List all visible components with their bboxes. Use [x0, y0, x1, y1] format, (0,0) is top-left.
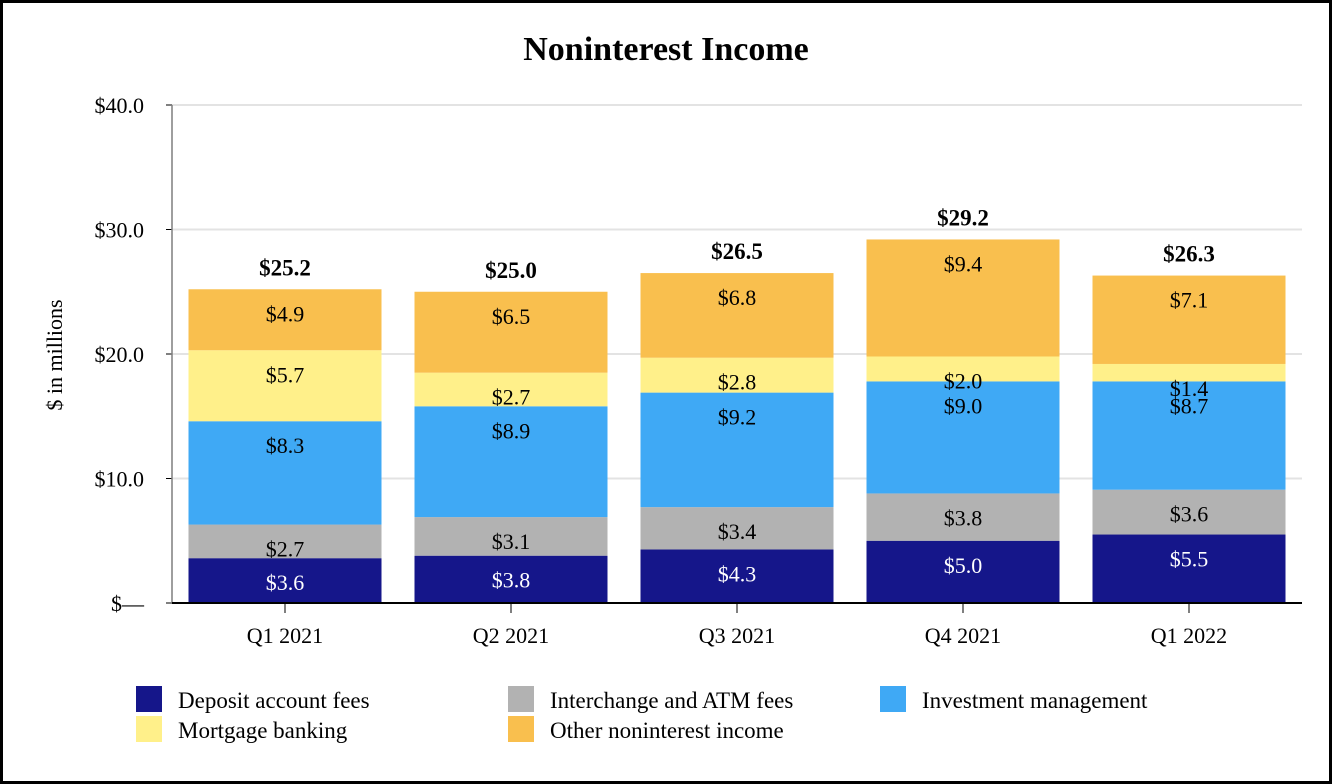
y-tick-label: $20.0 [95, 342, 145, 367]
bar-segment [414, 517, 608, 556]
segment-value-label: $1.4 [1170, 376, 1209, 401]
segment-value-label: $3.8 [492, 568, 531, 593]
segment-value-label: $8.9 [492, 418, 531, 443]
axes: $— $10.0 $20.0 $30.0 $40.0 Q1 2021 Q2 2021 Q3 2… [95, 93, 1302, 648]
legend-swatch [136, 686, 162, 712]
legend-swatch [508, 716, 534, 742]
total-value-label: $26.5 [711, 239, 763, 264]
segment-value-label: $3.1 [492, 529, 531, 554]
legend-swatch [136, 716, 162, 742]
x-tick-label: Q4 2021 [925, 623, 1001, 648]
bar-segment [188, 421, 382, 525]
segment-value-label: $3.8 [944, 505, 983, 530]
bar-segment [188, 558, 382, 603]
legend-swatch [880, 686, 906, 712]
total-value-label: $25.0 [485, 258, 537, 283]
segment-value-label: $2.7 [492, 385, 531, 410]
legend-label: Deposit account fees [178, 688, 370, 713]
y-axis-label: $ in millions [42, 299, 67, 410]
bar-stack: $3.8 $3.1 $8.9 $2.7 $6.5 $25.0 [414, 258, 608, 603]
bar-segment [414, 406, 608, 518]
legend-label: Investment management [922, 688, 1148, 713]
bar-stack: $3.6 $2.7 $8.3 $5.7 $4.9 $25.2 [188, 255, 382, 603]
bar-segment [866, 239, 1060, 357]
legend-item: Other noninterest income [508, 716, 784, 743]
segment-value-label: $3.4 [718, 519, 757, 544]
segment-value-label: $9.2 [718, 405, 757, 430]
bar-segment [188, 289, 382, 351]
segment-value-label: $5.7 [266, 362, 305, 387]
segment-value-label: $4.3 [718, 561, 757, 586]
bar-segment [640, 507, 834, 550]
y-tick-label: $10.0 [95, 467, 145, 492]
segment-value-label: $4.9 [266, 301, 305, 326]
total-value-label: $25.2 [259, 255, 311, 280]
bar-stack: $4.3 $3.4 $9.2 $2.8 $6.8 $26.5 [640, 239, 834, 603]
bar-segment [414, 372, 608, 407]
bar-segment [1092, 275, 1286, 364]
segment-value-label: $2.8 [718, 370, 757, 395]
segment-value-label: $6.8 [718, 285, 757, 310]
y-tick-label: $— [111, 591, 145, 616]
bar-segment [414, 555, 608, 603]
segment-value-label: $5.5 [1170, 547, 1209, 572]
segment-value-label: $7.1 [1170, 288, 1209, 313]
segment-value-label: $3.6 [266, 570, 305, 595]
legend-label: Interchange and ATM fees [550, 688, 793, 713]
segment-value-label: $9.4 [944, 251, 983, 276]
segment-value-label: $5.0 [944, 553, 983, 578]
x-tick-label: Q3 2021 [699, 623, 775, 648]
x-tick-label: Q1 2021 [247, 623, 323, 648]
bar-segment [1092, 363, 1286, 382]
bar-segment [1092, 534, 1286, 603]
bar-segment [1092, 489, 1286, 535]
legend-item: Deposit account fees [136, 686, 370, 713]
bar-segment [640, 392, 834, 508]
bar-segment [640, 549, 834, 603]
bar-segment [1092, 381, 1286, 490]
total-value-label: $29.2 [937, 205, 989, 230]
legend-label: Other noninterest income [550, 718, 784, 743]
legend: Deposit account fees Interchange and ATM … [136, 686, 1148, 743]
segment-value-label: $8.7 [1170, 393, 1209, 418]
segment-value-label: $8.3 [266, 433, 305, 458]
bar-segment [866, 540, 1060, 603]
legend-item: Mortgage banking [136, 716, 348, 743]
bar-segment [866, 356, 1060, 382]
x-tick-label: Q1 2022 [1151, 623, 1227, 648]
bar-segment [866, 381, 1060, 494]
x-tick-label: Q2 2021 [473, 623, 549, 648]
bar-stack: $5.0 $3.8 $9.0$2.0 $9.4 $29.2 [866, 205, 1060, 603]
legend-item: Interchange and ATM fees [508, 686, 793, 713]
chart-title: Noninterest Income [523, 31, 809, 68]
bar-segment [188, 350, 382, 422]
legend-label: Mortgage banking [178, 718, 348, 743]
legend-item: Investment management [880, 686, 1148, 713]
segment-value-label: $9.0 [944, 393, 983, 418]
bar-segment [188, 524, 382, 559]
y-tick-label: $40.0 [95, 93, 145, 118]
segment-value-label: $3.6 [1170, 502, 1209, 527]
bar-segment [414, 291, 608, 373]
bar-segment [866, 493, 1060, 541]
segment-value-label: $6.5 [492, 304, 531, 329]
bar-segment [640, 357, 834, 393]
y-tick-label: $30.0 [95, 218, 145, 243]
segment-value-label: $2.0 [944, 368, 983, 393]
total-value-label: $26.3 [1163, 242, 1215, 267]
bars: $3.6 $2.7 $8.3 $5.7 $4.9 $25.2 $3.8 $3.1 $8.9 $2.… [188, 205, 1286, 603]
legend-swatch [508, 686, 534, 712]
bar-stack: $5.5 $3.6 $8.7$1.4 $7.1 $26.3 [1092, 242, 1286, 603]
bar-segment [640, 273, 834, 358]
segment-value-label: $2.7 [266, 537, 305, 562]
